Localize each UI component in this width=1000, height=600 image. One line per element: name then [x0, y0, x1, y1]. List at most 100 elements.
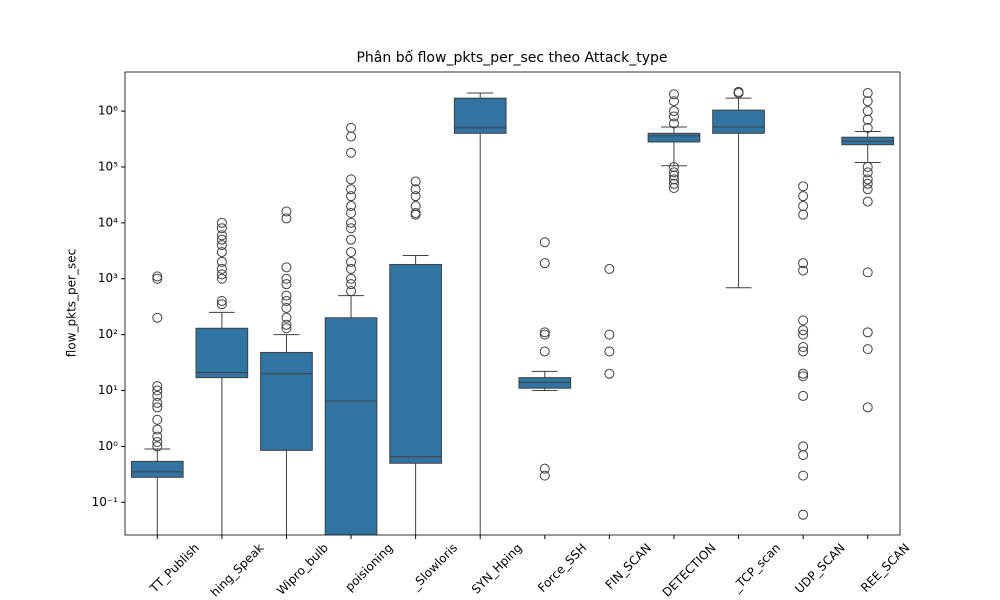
box	[647, 132, 701, 143]
outlier	[346, 184, 357, 195]
outlier	[798, 265, 809, 276]
outlier	[216, 240, 227, 251]
outlier	[410, 191, 421, 202]
outlier	[152, 390, 163, 401]
y-tick-label: 10³	[98, 271, 118, 285]
outlier	[152, 385, 163, 396]
outlier	[798, 509, 809, 520]
outlier	[410, 208, 421, 219]
outlier	[862, 96, 873, 107]
outlier	[798, 368, 809, 379]
outlier	[410, 184, 421, 195]
outlier	[862, 122, 873, 133]
outlier	[346, 286, 357, 297]
outlier	[152, 397, 163, 408]
outlier	[152, 431, 163, 442]
outlier	[862, 184, 873, 195]
outlier	[216, 217, 227, 228]
outlier	[346, 279, 357, 290]
box	[712, 109, 765, 134]
outlier	[346, 122, 357, 133]
outlier	[798, 450, 809, 461]
outlier	[604, 346, 615, 357]
outlier	[668, 174, 679, 185]
outlier	[216, 273, 227, 284]
outlier	[862, 402, 873, 413]
outlier	[668, 167, 679, 178]
outlier	[668, 178, 679, 189]
outlier	[346, 217, 357, 228]
x-tick-label: DETECTION	[660, 541, 719, 600]
outlier	[539, 463, 550, 474]
outlier	[346, 201, 357, 212]
outlier	[862, 106, 873, 117]
outlier	[346, 131, 357, 142]
outlier	[281, 302, 292, 313]
outlier	[798, 470, 809, 481]
plot-area	[130, 86, 895, 535]
outlier	[216, 299, 227, 310]
x-tick-label: SYN_Hping	[469, 541, 525, 597]
outlier	[539, 237, 550, 248]
outlier	[668, 106, 679, 117]
outlier	[798, 315, 809, 326]
outlier	[346, 256, 357, 267]
outlier	[346, 147, 357, 158]
outlier	[798, 329, 809, 340]
outlier	[346, 223, 357, 234]
outlier	[281, 319, 292, 330]
outlier	[668, 118, 679, 129]
outlier	[798, 371, 809, 382]
outlier	[346, 247, 357, 258]
outlier	[798, 346, 809, 357]
x-tick-label: TT_Publish	[147, 541, 202, 596]
x-tick-label: FIN_SCAN	[603, 541, 654, 592]
outlier	[539, 346, 550, 357]
axes-frame	[124, 71, 901, 536]
outlier	[152, 381, 163, 392]
outlier	[668, 111, 679, 122]
outlier	[798, 201, 809, 212]
box	[518, 377, 572, 389]
box	[195, 327, 249, 379]
outlier	[152, 441, 163, 452]
outlier	[152, 273, 163, 284]
outlier	[216, 295, 227, 306]
outlier	[798, 191, 809, 202]
y-tick-label: 10⁴	[98, 215, 118, 229]
outlier	[152, 424, 163, 435]
x-tick-label: Force_SSH	[535, 541, 589, 595]
outlier	[216, 256, 227, 267]
y-tick-label: 10⁰	[98, 439, 118, 453]
outlier	[410, 176, 421, 187]
outlier	[281, 323, 292, 334]
y-tick-label: 10¹	[98, 383, 118, 397]
outlier	[798, 441, 809, 452]
outlier	[216, 263, 227, 274]
x-tick-label: _Slowloris	[408, 541, 461, 594]
outlier	[539, 470, 550, 481]
outlier	[862, 267, 873, 278]
outlier	[216, 223, 227, 234]
outlier	[668, 96, 679, 107]
outlier	[281, 290, 292, 301]
y-tick-label: 10⁻¹	[92, 495, 119, 509]
outlier	[281, 206, 292, 217]
x-tick-label: Wipro_bulb	[274, 541, 331, 598]
outlier	[410, 201, 421, 212]
outlier	[798, 342, 809, 353]
outlier	[281, 279, 292, 290]
y-tick-label: 10⁶	[98, 104, 118, 118]
outlier	[346, 234, 357, 245]
outlier	[281, 213, 292, 224]
outlier	[216, 269, 227, 280]
outlier	[798, 209, 809, 220]
outlier	[539, 258, 550, 269]
y-tick-label: 10⁵	[98, 159, 118, 173]
outlier	[862, 114, 873, 125]
outlier	[862, 344, 873, 355]
outlier	[216, 230, 227, 241]
outlier	[152, 312, 163, 323]
outlier	[216, 234, 227, 245]
